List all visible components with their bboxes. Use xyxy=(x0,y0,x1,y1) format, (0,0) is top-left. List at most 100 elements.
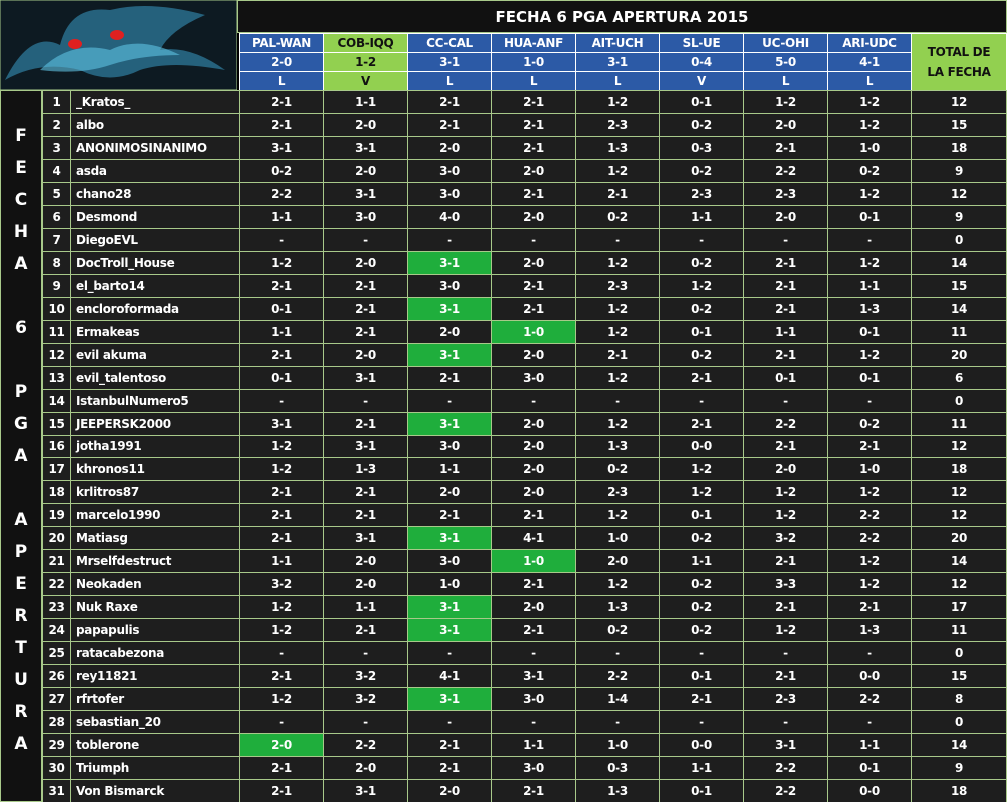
player-name: khronos11 xyxy=(70,457,240,482)
row-number: 1 xyxy=(42,90,71,114)
pick: 3-1 xyxy=(407,250,492,275)
total: 14 xyxy=(911,733,1007,758)
pick: 3-0 xyxy=(407,549,492,574)
pick: 3-1 xyxy=(323,526,408,551)
row-number: 12 xyxy=(42,342,71,367)
total: 11 xyxy=(911,319,1007,344)
pick: 2-1 xyxy=(239,779,324,802)
pick: 1-3 xyxy=(827,296,912,321)
pick: 2-1 xyxy=(491,503,576,528)
pick: - xyxy=(743,710,828,735)
pick: 2-0 xyxy=(323,250,408,275)
pick: 0-1 xyxy=(659,503,744,528)
pick: 0-1 xyxy=(827,756,912,781)
match-result: 4-1 xyxy=(827,52,912,72)
match-teams: ARI-UDC xyxy=(827,33,912,53)
logo xyxy=(0,0,237,90)
total-header: TOTAL DE LA FECHA xyxy=(911,33,1007,91)
player-name: ANONIMOSINANIMO xyxy=(70,135,240,160)
pick: 1-2 xyxy=(239,434,324,459)
pick: 2-2 xyxy=(575,664,660,689)
pick: 2-1 xyxy=(239,664,324,689)
pick: 1-1 xyxy=(323,595,408,620)
pick: 0-0 xyxy=(659,434,744,459)
player-name: evil akuma xyxy=(70,342,240,367)
total: 15 xyxy=(911,112,1007,137)
player-name: albo xyxy=(70,112,240,137)
total: 14 xyxy=(911,296,1007,321)
total: 0 xyxy=(911,227,1007,252)
pick: 1-2 xyxy=(239,687,324,712)
pick: - xyxy=(743,388,828,413)
total: 17 xyxy=(911,595,1007,620)
pick: 2-0 xyxy=(743,112,828,137)
pick: 0-2 xyxy=(659,618,744,643)
pick: 0-2 xyxy=(659,250,744,275)
pick: 0-2 xyxy=(659,112,744,137)
player-name: DocTroll_House xyxy=(70,250,240,275)
pick: 1-0 xyxy=(491,549,576,574)
row-number: 28 xyxy=(42,710,71,735)
pick: 3-0 xyxy=(323,204,408,229)
pick: - xyxy=(659,641,744,666)
pick: 2-0 xyxy=(323,572,408,597)
pick: 2-1 xyxy=(491,572,576,597)
pick: 2-1 xyxy=(323,503,408,528)
match-side: V xyxy=(323,71,408,91)
row-number: 16 xyxy=(42,434,71,459)
pick: 1-2 xyxy=(659,273,744,298)
pick: 4-1 xyxy=(491,526,576,551)
pick: 2-1 xyxy=(743,250,828,275)
match-result: 2-0 xyxy=(239,52,324,72)
pick: 0-1 xyxy=(743,365,828,390)
pick: - xyxy=(491,388,576,413)
pick: 1-1 xyxy=(743,319,828,344)
pick: - xyxy=(743,227,828,252)
pick: - xyxy=(659,710,744,735)
total: 9 xyxy=(911,204,1007,229)
player-name: Matiasg xyxy=(70,526,240,551)
pick: 2-1 xyxy=(491,618,576,643)
pick: 2-1 xyxy=(827,434,912,459)
pick: 0-1 xyxy=(659,779,744,802)
pick: - xyxy=(239,227,324,252)
total: 18 xyxy=(911,779,1007,802)
pick: 0-1 xyxy=(827,365,912,390)
pick: 2-0 xyxy=(491,411,576,436)
pick: 3-1 xyxy=(323,135,408,160)
player-name: jotha1991 xyxy=(70,434,240,459)
total: 12 xyxy=(911,181,1007,206)
pick: 1-2 xyxy=(827,250,912,275)
row-number: 10 xyxy=(42,296,71,321)
pick: 2-0 xyxy=(491,480,576,505)
pick: 0-2 xyxy=(239,158,324,183)
pick: 2-1 xyxy=(491,779,576,802)
pick: 1-1 xyxy=(323,90,408,114)
match-result: 5-0 xyxy=(743,52,828,72)
pick: 3-1 xyxy=(239,135,324,160)
player-name: Nuk Raxe xyxy=(70,595,240,620)
match-result: 3-1 xyxy=(575,52,660,72)
pick: 1-2 xyxy=(743,480,828,505)
pick: 2-0 xyxy=(323,756,408,781)
pick: 3-1 xyxy=(323,181,408,206)
row-number: 11 xyxy=(42,319,71,344)
pick: 1-2 xyxy=(239,457,324,482)
row-number: 18 xyxy=(42,480,71,505)
total: 14 xyxy=(911,250,1007,275)
pick: 2-0 xyxy=(407,319,492,344)
pick: 1-2 xyxy=(239,250,324,275)
pick: 1-2 xyxy=(743,618,828,643)
pick: 2-0 xyxy=(323,549,408,574)
pick: 1-1 xyxy=(407,457,492,482)
pick: 1-1 xyxy=(659,756,744,781)
pick: 1-2 xyxy=(659,480,744,505)
pick: 3-2 xyxy=(323,664,408,689)
pick: 0-2 xyxy=(659,526,744,551)
pick: - xyxy=(575,227,660,252)
player-name: asda xyxy=(70,158,240,183)
pick: 1-2 xyxy=(827,112,912,137)
pick: 0-0 xyxy=(827,664,912,689)
total: 9 xyxy=(911,756,1007,781)
pick: 1-2 xyxy=(575,319,660,344)
